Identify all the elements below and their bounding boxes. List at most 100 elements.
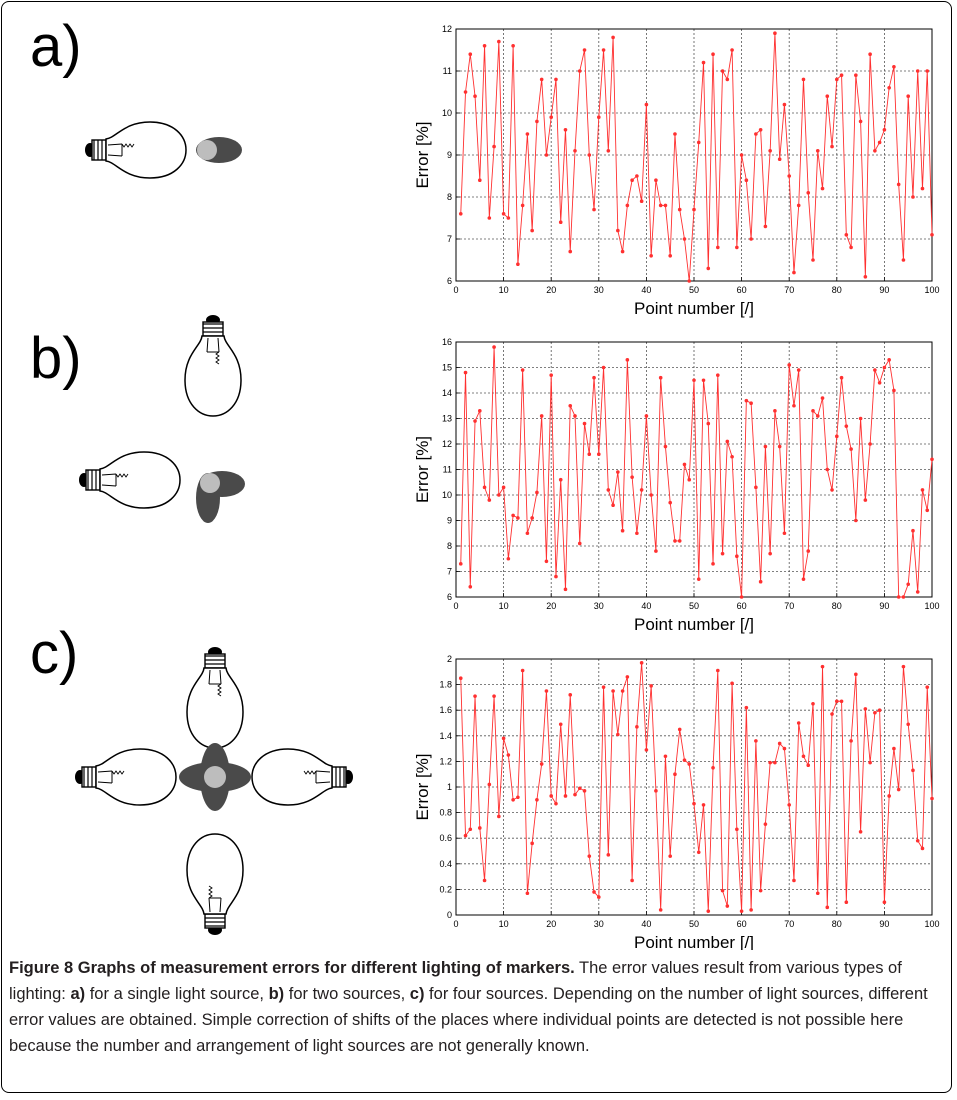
data-point	[516, 262, 520, 267]
data-point	[696, 850, 701, 855]
caption-ref-b: b)	[268, 985, 285, 1003]
data-point	[606, 488, 611, 492]
figure-caption: Figure 8 Graphs of measurement errors fo…	[9, 955, 939, 1059]
x-tick-label: 70	[784, 285, 794, 295]
data-point	[787, 174, 791, 178]
data-point	[535, 119, 539, 124]
data-point	[711, 562, 715, 566]
data-point	[525, 891, 530, 896]
x-tick-label: 10	[499, 601, 509, 611]
data-point	[858, 830, 863, 834]
data-point	[639, 199, 644, 203]
y-tick-label: 12	[442, 439, 452, 449]
data-point	[597, 115, 601, 119]
data-point	[744, 398, 749, 403]
data-point	[616, 470, 620, 474]
data-point	[644, 748, 649, 752]
data-point	[782, 746, 787, 751]
data-point	[854, 672, 858, 677]
data-point	[858, 416, 863, 421]
y-tick-label: 14	[442, 388, 452, 398]
data-point	[763, 822, 768, 826]
data-point	[577, 541, 582, 546]
y-axis-label: Error [%]	[413, 121, 432, 188]
data-point	[616, 732, 620, 737]
data-point	[630, 475, 634, 479]
x-tick-label: 70	[784, 601, 794, 611]
data-point	[673, 772, 677, 776]
data-point	[544, 559, 549, 564]
y-tick-label: 16	[442, 337, 452, 347]
data-point	[920, 846, 925, 851]
data-point	[835, 699, 839, 704]
data-point	[478, 409, 482, 413]
data-point	[877, 381, 882, 385]
caption-ref-a: a)	[70, 985, 86, 1003]
data-point	[463, 833, 468, 838]
data-point	[696, 140, 701, 145]
data-point	[597, 895, 601, 899]
data-point	[620, 689, 625, 693]
data-point	[625, 675, 630, 679]
data-point	[525, 132, 530, 136]
data-point	[687, 762, 692, 766]
data-point	[558, 722, 563, 727]
data-point	[458, 562, 463, 566]
data-point	[535, 490, 539, 495]
data-point	[739, 595, 744, 599]
data-point	[663, 203, 668, 208]
x-tick-label: 60	[737, 601, 747, 611]
data-point	[601, 365, 606, 370]
data-point	[625, 203, 630, 208]
panel-label-a: a)	[30, 14, 82, 79]
data-point	[677, 539, 682, 543]
data-point	[492, 694, 496, 698]
data-point	[463, 370, 468, 375]
x-tick-label: 50	[689, 919, 699, 929]
data-point	[725, 904, 730, 908]
data-point	[835, 434, 839, 439]
data-point	[506, 556, 511, 561]
data-point	[868, 442, 872, 446]
data-point	[730, 454, 734, 459]
data-point	[663, 754, 668, 759]
data-point	[549, 794, 553, 798]
data-point	[597, 452, 601, 457]
data-point	[930, 233, 934, 237]
data-point	[777, 741, 782, 746]
chart-a: 0 10 20 30 40 50 60 70 80 90 100 6 7 8 9 10 11 12 Point nu…	[413, 24, 940, 318]
data-point	[806, 763, 811, 768]
data-point	[701, 803, 706, 807]
data-point	[768, 149, 772, 153]
data-point	[601, 685, 606, 689]
data-point	[520, 368, 525, 372]
y-tick-label: 1.8	[439, 680, 452, 690]
y-tick-label: 0	[447, 910, 452, 920]
data-point	[511, 44, 515, 48]
data-point	[825, 94, 830, 98]
y-tick-label: 10	[442, 108, 452, 118]
y-tick-label: 8	[447, 192, 452, 202]
x-tick-label: 40	[641, 601, 651, 611]
x-tick-label: 60	[737, 919, 747, 929]
data-point	[792, 878, 796, 883]
data-point	[663, 444, 668, 449]
data-point	[587, 854, 592, 858]
data-point	[806, 191, 811, 195]
data-point	[535, 798, 539, 802]
data-point	[720, 69, 725, 73]
data-point	[592, 375, 596, 380]
data-point	[725, 439, 730, 444]
chart-b: 0 10 20 30 40 50 60 70 80 90 100 6 7 8 9 10 11 12 13 14 15 16…	[413, 337, 940, 634]
data-point	[920, 186, 925, 191]
data-point	[796, 368, 801, 372]
data-point	[468, 52, 473, 56]
bulb-icon-left-b	[78, 451, 181, 509]
data-point	[639, 488, 644, 492]
data-point	[906, 94, 910, 98]
x-axis-label: Point number [/]	[634, 933, 754, 950]
data-point	[739, 153, 744, 157]
data-point	[901, 664, 906, 669]
caption-title: Figure 8 Graphs of measurement errors fo…	[9, 959, 575, 977]
data-point	[606, 149, 611, 153]
